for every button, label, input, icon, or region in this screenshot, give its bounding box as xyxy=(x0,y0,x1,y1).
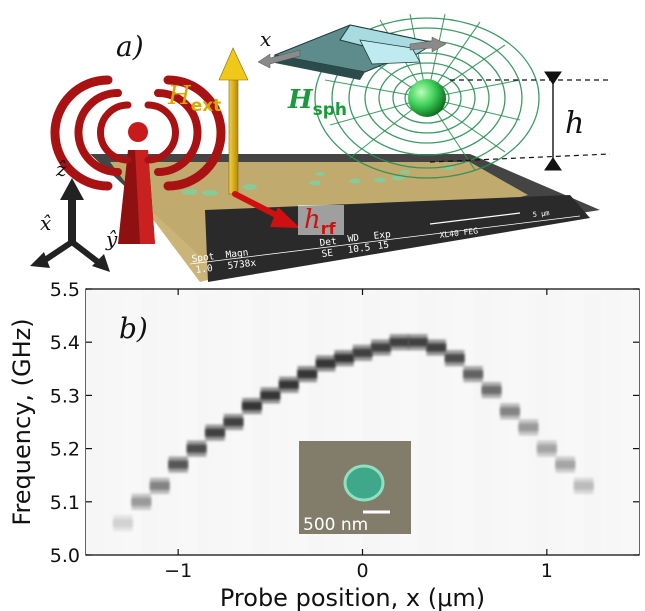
heatmap-peak xyxy=(352,348,373,357)
heatmap-peak xyxy=(260,391,281,400)
probe-x-label: x xyxy=(260,27,271,51)
axis-z-label: ẑ xyxy=(55,157,67,181)
heatmap-peak xyxy=(150,481,170,490)
sem-val-det: SE xyxy=(321,248,334,260)
heatmap-background-column xyxy=(251,290,271,554)
heatmap-background-column xyxy=(417,290,437,554)
heatmap-peak xyxy=(408,338,428,347)
sem-val-wd: 10.5 xyxy=(347,242,371,256)
sem-info-bar: Spot Magn Det WD Exp 5 µm 1.0 5738x SE 1… xyxy=(189,209,581,276)
axis-x-label: x̂ xyxy=(40,211,51,235)
heatmap-peak xyxy=(205,428,225,437)
x-tick-label: 1 xyxy=(541,560,553,582)
heatmap-peak xyxy=(555,460,575,469)
inset-scale-label: 500 nm xyxy=(303,515,368,535)
heatmap-peak xyxy=(223,418,244,426)
heatmap-background-column xyxy=(104,290,123,554)
heatmap-background-column xyxy=(454,290,474,554)
y-tick-label: 5.1 xyxy=(50,492,80,514)
probe-cantilever xyxy=(270,24,437,80)
heatmap-peak xyxy=(481,386,502,395)
heatmap-peak xyxy=(242,402,262,411)
film-dots xyxy=(182,166,454,196)
y-tick-label: 5.0 xyxy=(50,545,80,567)
heatmap-background-column xyxy=(178,290,197,554)
heatmap-peak xyxy=(426,343,446,352)
heatmap-peak xyxy=(371,343,391,352)
sem-separator xyxy=(189,215,581,265)
axis-y-label: ŷ xyxy=(105,227,118,251)
y-tick-label: 5.5 xyxy=(50,279,80,301)
heatmap-background-column xyxy=(122,290,142,554)
heatmap-peak xyxy=(131,497,151,506)
sem-val-magn: 5738x xyxy=(227,258,257,272)
heatmap-peak xyxy=(518,423,539,432)
h-rf-label: hrf xyxy=(304,205,337,238)
sem-scale-bar xyxy=(429,212,521,225)
probe-x-arrows xyxy=(257,36,447,69)
heatmap-peak xyxy=(315,359,336,368)
heatmap-peak xyxy=(168,460,188,469)
panel-b: 5.0 5.1 5.2 5.3 5.4 5.5 −1 0 1 Probe position, x … xyxy=(8,279,640,611)
sem-label-wd: WD xyxy=(347,233,360,245)
height-indicator xyxy=(429,71,611,171)
h-sph-label: Hsph xyxy=(287,85,347,120)
heatmap-peak xyxy=(389,338,410,347)
heatmap-peak xyxy=(297,370,317,379)
heatmap-background-column xyxy=(270,290,289,554)
heatmap-background-column xyxy=(546,290,566,554)
inset-sem-image: 500 nm xyxy=(299,441,411,535)
heatmap-peak xyxy=(113,519,133,528)
heatmap-peak xyxy=(186,444,207,453)
heatmap-background-column xyxy=(436,290,455,554)
h-rf-arrow xyxy=(232,191,300,228)
heatmap-peak xyxy=(574,481,594,490)
heatmap-background-column xyxy=(196,290,216,554)
sem-val-exp: 15 xyxy=(377,240,390,252)
heatmap-peak xyxy=(463,370,483,379)
x-axis-title: Probe position, x (μm) xyxy=(220,584,485,611)
x-tick-label: −1 xyxy=(164,560,192,582)
heatmap-background-column xyxy=(86,290,105,554)
panel-b-label: b) xyxy=(119,312,148,345)
heatmap-background-column xyxy=(491,290,510,554)
sem-scale-label: 5 µm xyxy=(532,209,550,219)
heatmap-peak xyxy=(500,407,520,416)
heatmap-background-column xyxy=(583,290,603,554)
heatmap-background-column xyxy=(159,290,179,554)
y-tick-label: 5.4 xyxy=(50,332,80,354)
sem-val-spot: 1.0 xyxy=(195,263,214,276)
panel-a-label: a) xyxy=(116,30,144,63)
sem-label-det: Det xyxy=(319,236,337,249)
antenna-icon xyxy=(50,75,226,244)
y-tick-label: 5.3 xyxy=(50,385,80,407)
x-tick-label: 0 xyxy=(356,560,368,582)
panel-a: Spot Magn Det WD Exp 5 µm 1.0 5738x SE 1… xyxy=(30,13,611,282)
y-axis-title: Frequency, (GHz) xyxy=(8,318,36,525)
axes-layer: 5.0 5.1 5.2 5.3 5.4 5.5 −1 0 1 Probe position, x … xyxy=(8,279,639,611)
sem-label-exp: Exp xyxy=(373,229,392,242)
axes-triad-icon xyxy=(30,178,110,272)
heatmap-background-column xyxy=(602,290,621,554)
h-rf-label-bg xyxy=(298,205,344,235)
heatmap-peak xyxy=(334,354,354,363)
height-label: h xyxy=(565,106,584,141)
heatmap-peak xyxy=(279,380,299,389)
h-ext-label: Hext xyxy=(167,81,221,116)
sphere xyxy=(408,79,446,117)
heatmap-background-column xyxy=(565,290,584,554)
heatmap-background-column xyxy=(620,290,639,554)
heatmap-peak xyxy=(537,444,557,453)
heatmap-peak xyxy=(444,354,465,363)
y-tick-label: 5.2 xyxy=(50,439,80,461)
inset-sphere xyxy=(343,464,385,502)
heatmap-background-column xyxy=(473,290,492,554)
